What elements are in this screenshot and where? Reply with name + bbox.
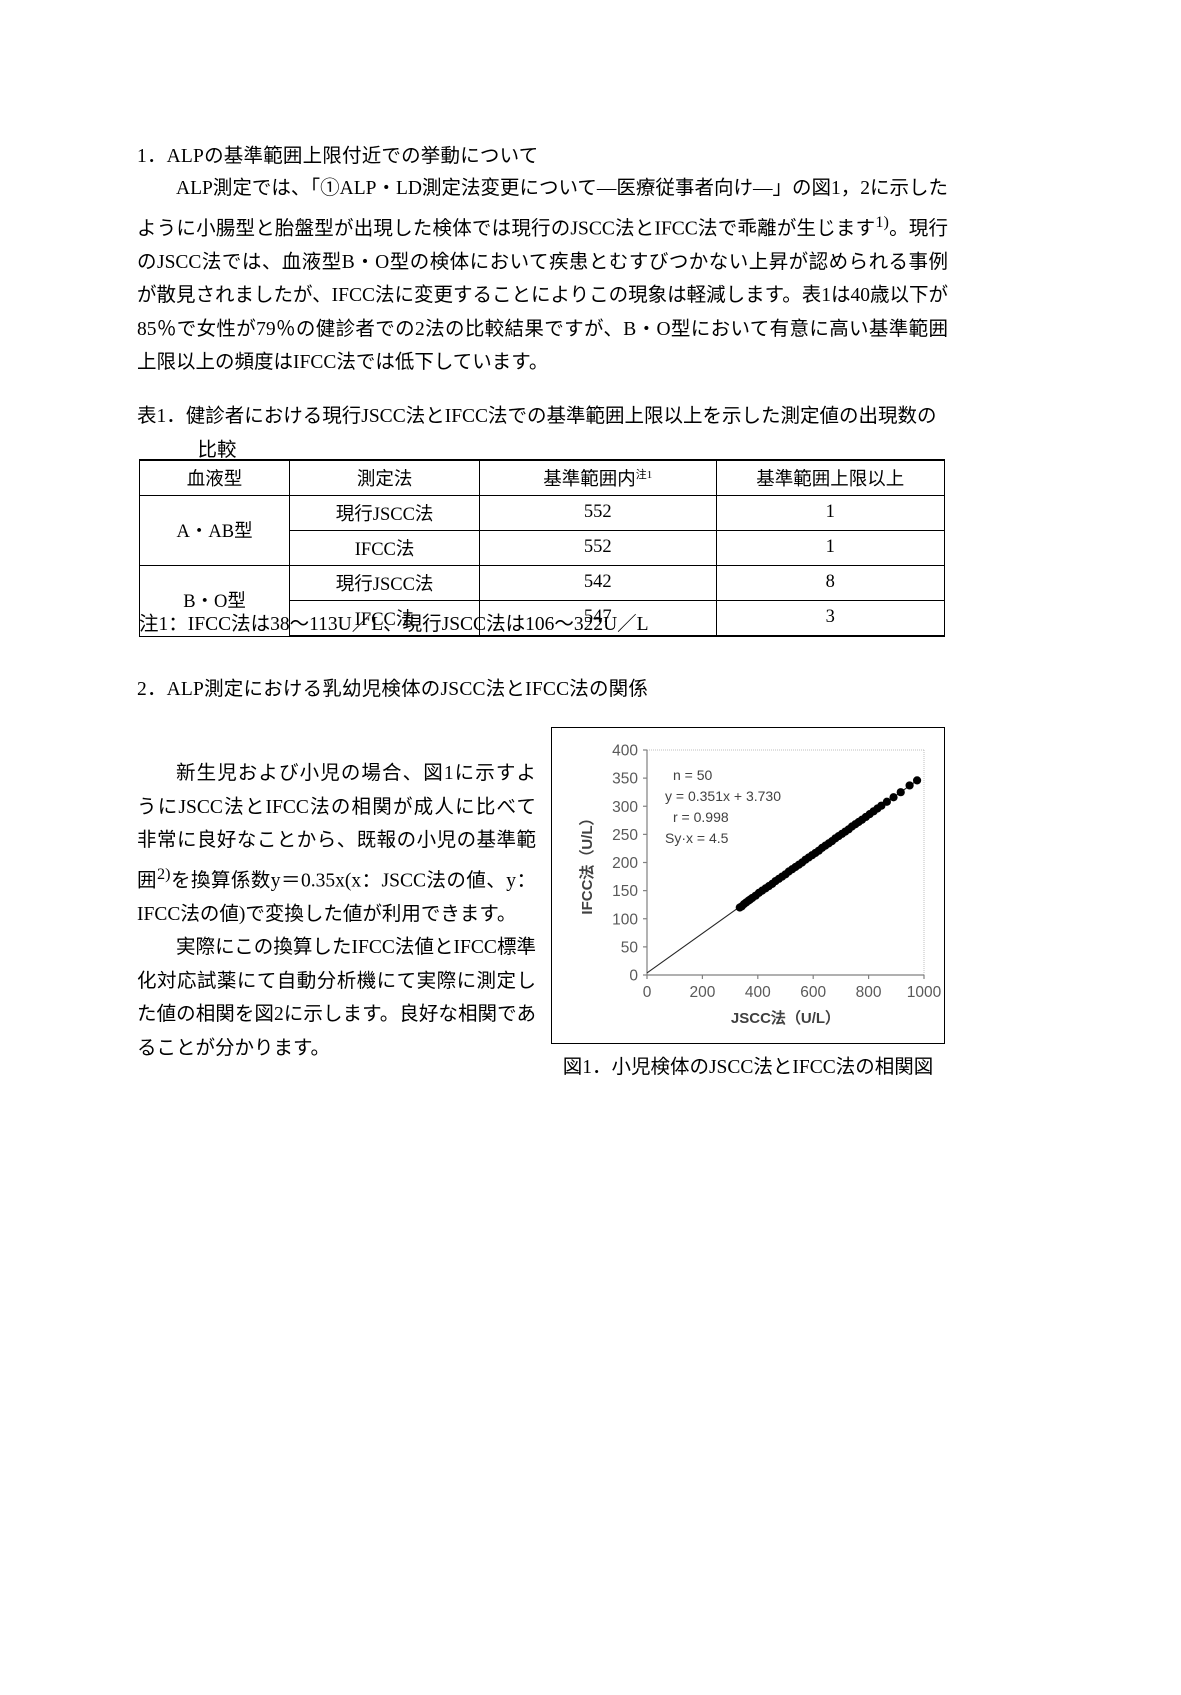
cell-within-range: 552 xyxy=(479,530,717,566)
data-point xyxy=(889,793,898,802)
y-tick-label: 250 xyxy=(612,827,638,844)
section-2-paragraph-1: 新生児および小児の場合、図1に示すようにJSCC法とIFCC法の相関が成人に比べ… xyxy=(137,763,536,925)
chart-annotation: Sy·x = 4.5 xyxy=(665,830,729,846)
table-caption-line-1: 表1．健診者における現行JSCC法とIFCC法での基準範囲上限以上を示した測定値… xyxy=(137,406,937,427)
x-tick-label: 400 xyxy=(745,984,771,1001)
x-tick-label: 200 xyxy=(689,984,715,1001)
table-caption: 表1．健診者における現行JSCC法とIFCC法での基準範囲上限以上を示した測定値… xyxy=(137,400,948,467)
table-row: IFCC法 547 3 xyxy=(140,600,946,637)
header-method: 測定法 xyxy=(289,459,481,496)
cell-method: IFCC法 xyxy=(289,530,481,566)
y-tick-label: 300 xyxy=(612,799,638,816)
section-2-paragraphs: 新生児および小児の場合、図1に示すようにJSCC法とIFCC法の相関が成人に比べ… xyxy=(137,757,536,1065)
section-2-paragraph-2: 実際にこの換算したIFCC法値とIFCC標準化対応試薬にて自動分析機にて実際に測… xyxy=(137,937,536,1059)
section-1-paragraph: ALP測定では、「①ALP・LD測定法変更について―医療従事者向け―」の図1，2… xyxy=(137,172,948,380)
table-footnote: 注1：IFCC法は38〜113U／L、現行JSCC法は106〜322U／L xyxy=(139,614,649,635)
section-1-paragraph-text: ALP測定では、「①ALP・LD測定法変更について―医療従事者向け―」の図1，2… xyxy=(137,178,948,373)
cell-method: 現行JSCC法 xyxy=(289,565,481,601)
x-tick-label: 600 xyxy=(800,984,826,1001)
cell-within-range: 552 xyxy=(479,495,717,531)
cell-blood-type-a-ab: A・AB型 xyxy=(138,495,291,566)
scatter-chart: 0 50 100 150 200 250 300 350 400 0 200 400 600 800 100… xyxy=(578,743,942,1028)
data-point xyxy=(912,776,922,785)
x-tick-label: 0 xyxy=(643,984,652,1001)
cell-blood-type-b-o: B・O型 xyxy=(138,565,291,637)
section-1-heading: 1．ALPの基準範囲上限付近での挙動について xyxy=(137,146,539,167)
cell-method: 現行JSCC法 xyxy=(289,495,481,531)
y-axis-title: IFCC法（U/L） xyxy=(578,810,596,914)
cell-within-range: 547 xyxy=(479,600,717,637)
y-tick-label: 50 xyxy=(621,939,639,956)
y-tick-label: 150 xyxy=(612,883,638,900)
x-tick-label: 1000 xyxy=(907,984,942,1001)
x-axis-title: JSCC法（U/L） xyxy=(731,1009,840,1027)
cell-method: IFCC法 xyxy=(289,600,481,637)
comparison-table: 血液型 測定法 基準範囲内注1 基準範囲上限以上 A・AB型 現行JSCC法 5… xyxy=(138,459,946,637)
y-tick-label: 200 xyxy=(612,855,638,872)
data-point xyxy=(905,781,914,790)
cell-above-range: 8 xyxy=(715,565,946,601)
table-caption-line-2: 比較 xyxy=(197,439,237,461)
cell-within-range: 542 xyxy=(479,565,717,601)
header-within-range: 基準範囲内注1 xyxy=(479,459,717,496)
header-above-range: 基準範囲上限以上 xyxy=(715,459,946,496)
cell-above-range: 1 xyxy=(715,530,946,566)
table-row: B・O型 現行JSCC法 542 8 xyxy=(138,565,946,637)
y-tick-label: 400 xyxy=(612,743,638,760)
header-blood-type: 血液型 xyxy=(138,459,291,496)
chart-annotation: r = 0.998 xyxy=(673,809,729,825)
y-tick-label: 100 xyxy=(612,911,638,928)
table-row: IFCC法 552 1 xyxy=(140,530,946,566)
figure-1-container: 0 50 100 150 200 250 300 350 400 0 200 400 600 800 100… xyxy=(551,727,945,1044)
chart-annotation: n = 50 xyxy=(673,767,713,783)
data-point xyxy=(882,797,891,806)
x-tick-label: 800 xyxy=(856,984,882,1001)
data-point xyxy=(896,788,905,797)
y-tick-label: 0 xyxy=(629,968,638,985)
figure-1-caption: 図1．小児検体のJSCC法とIFCC法の相関図 xyxy=(562,1057,934,1078)
chart-annotation: y = 0.351x + 3.730 xyxy=(665,788,781,804)
table-header-row: 血液型 測定法 基準範囲内注1 基準範囲上限以上 xyxy=(138,459,946,496)
cell-above-range: 3 xyxy=(715,600,946,637)
header-footnote-marker: 注1 xyxy=(635,468,653,481)
y-tick-label: 350 xyxy=(612,771,638,788)
section-2-heading: 2．ALP測定における乳幼児検体のJSCC法とIFCC法の関係 xyxy=(137,679,649,700)
cell-above-range: 1 xyxy=(715,495,946,531)
table-row: A・AB型 現行JSCC法 552 1 xyxy=(138,495,946,566)
